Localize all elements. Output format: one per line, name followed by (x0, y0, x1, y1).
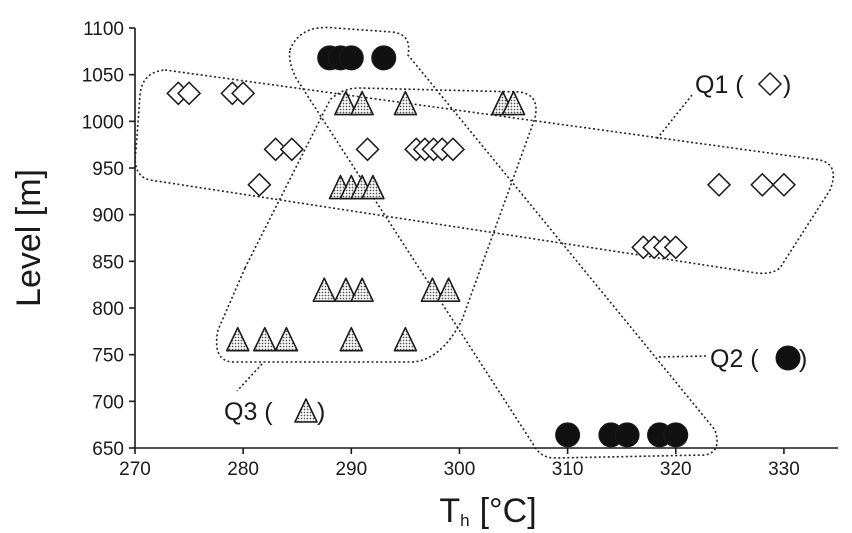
q3-label-close: ) (317, 398, 325, 426)
q1-point (750, 172, 775, 197)
q3-point (334, 90, 358, 116)
triangle-icon (294, 398, 318, 423)
q2-envelope (288, 26, 718, 459)
q3-point (334, 277, 358, 302)
y-tick-label: 950 (92, 159, 124, 180)
q3-point (312, 277, 337, 302)
q3-point (350, 90, 374, 116)
y-tick-label: 1100 (83, 19, 124, 40)
q1-point (279, 137, 304, 162)
y-tick-label: 1050 (82, 66, 124, 87)
x-axis-title-subscript: h (460, 511, 469, 530)
y-tick-label: 800 (92, 299, 124, 320)
q1-point (263, 137, 288, 162)
x-tick-label: 290 (335, 459, 367, 480)
q1-point (771, 172, 796, 197)
q2-point (663, 422, 689, 448)
q1-point (355, 137, 380, 162)
q1-point (177, 81, 202, 106)
q3-leader (236, 363, 263, 392)
group-envelopes (134, 26, 835, 459)
x-tick-label: 280 (227, 459, 259, 480)
q3-point (350, 277, 374, 302)
q2-leader (656, 355, 707, 358)
y-tick-label: 1000 (82, 112, 124, 133)
q1-series (166, 81, 796, 260)
x-tick-label: 300 (444, 459, 476, 480)
y-tick-label: 650 (92, 439, 124, 460)
q2-point (371, 45, 397, 71)
q3-point (420, 277, 445, 302)
y-tick-label: 750 (92, 346, 124, 367)
q1-label: Q1 ( (695, 71, 744, 99)
q3-series (225, 90, 526, 352)
q1-point (663, 235, 688, 260)
q1-point (231, 81, 256, 106)
y-axis-title: Level [m] (10, 169, 48, 307)
q3-point (274, 326, 299, 352)
q2-point (338, 45, 364, 71)
q3-point (501, 90, 526, 116)
x-ticks: 270 280 290 300 310 320 330 (119, 448, 800, 480)
q2-label-marker (775, 345, 801, 371)
q3-point (252, 326, 277, 352)
label-leaders (236, 94, 707, 392)
data-points (166, 45, 796, 448)
q3-point (393, 326, 418, 352)
q3-point (361, 174, 385, 200)
q1-point (706, 172, 732, 197)
x-tick-label: 320 (660, 459, 692, 480)
diamond-icon (757, 71, 783, 97)
q1-leader (655, 94, 693, 141)
x-axis-title: Th [°C] (439, 492, 536, 530)
axes (134, 28, 838, 449)
q3-point (393, 90, 418, 116)
q1-label-close: ) (783, 71, 791, 99)
q3-label: Q3 ( (224, 398, 273, 426)
y-tick-label: 900 (92, 206, 124, 227)
group-labels: Q1 ( ) Q2 ( ) Q3 ( ) (224, 71, 807, 426)
y-tick-label: 700 (92, 392, 124, 413)
q2-series (317, 45, 689, 448)
q1-point (247, 172, 272, 197)
x-tick-label: 310 (552, 459, 584, 480)
q1-label-marker (757, 71, 783, 97)
q3-envelope (215, 87, 537, 363)
circle-icon (775, 345, 801, 371)
q3-point (436, 277, 461, 302)
x-axis-title-unit: [°C] (480, 492, 537, 530)
y-tick-label: 850 (92, 252, 124, 273)
x-tick-label: 270 (119, 459, 151, 480)
q2-label: Q2 ( (710, 345, 759, 373)
q3-point (339, 326, 364, 352)
q3-point (225, 326, 250, 352)
x-axis-title-main: T (439, 492, 460, 530)
x-tick-label: 330 (768, 459, 800, 480)
q2-point (555, 422, 581, 448)
q3-label-marker (294, 398, 318, 423)
y-ticks: 650 700 750 800 850 900 950 1000 1050 1100 (82, 19, 135, 460)
q1-point (440, 137, 466, 162)
q2-label-close: ) (799, 345, 807, 373)
q2-point (614, 422, 640, 448)
